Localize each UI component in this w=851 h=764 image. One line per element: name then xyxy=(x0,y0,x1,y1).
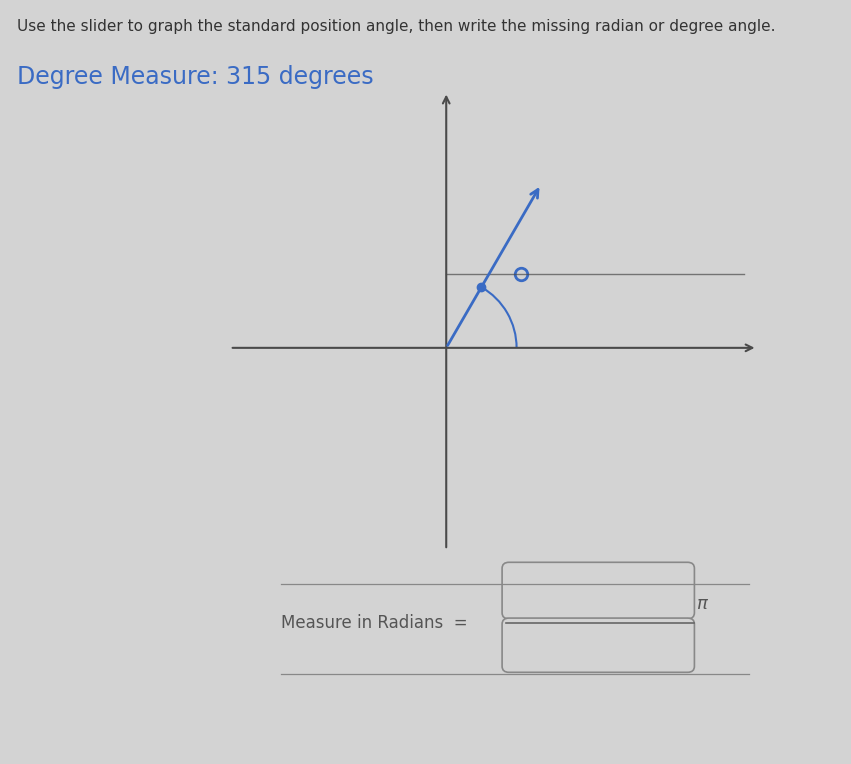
Text: π: π xyxy=(696,594,707,613)
Text: Degree Measure: 315 degrees: Degree Measure: 315 degrees xyxy=(17,65,374,89)
FancyBboxPatch shape xyxy=(502,618,694,672)
Text: Measure in Radians  =: Measure in Radians = xyxy=(281,613,467,632)
Text: Use the slider to graph the standard position angle, then write the missing radi: Use the slider to graph the standard pos… xyxy=(17,19,775,34)
FancyBboxPatch shape xyxy=(502,562,694,619)
